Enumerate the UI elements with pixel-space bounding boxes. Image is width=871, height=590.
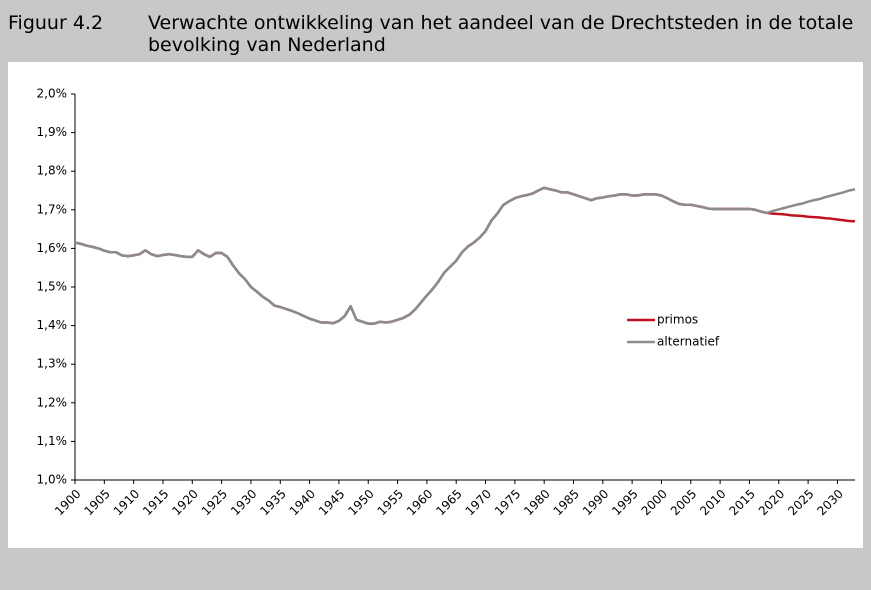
y-tick-label: 1,1%: [37, 434, 68, 448]
y-tick-label: 1,5%: [37, 280, 68, 294]
y-tick-label: 1,4%: [37, 318, 68, 332]
y-tick-label: 1,0%: [37, 473, 68, 487]
y-tick-label: 1,3%: [37, 357, 68, 371]
plot-panel: [8, 62, 863, 548]
y-tick-label: 1,8%: [37, 164, 68, 178]
y-tick-label: 1,2%: [37, 395, 68, 409]
series-line: [74, 186, 856, 325]
figure-title: Verwachte ontwikkeling van het aandeel v…: [148, 12, 854, 56]
legend-label: primos: [657, 313, 698, 327]
y-tick-label: 2,0%: [37, 87, 68, 101]
y-tick-label: 1,6%: [37, 241, 68, 255]
legend-label: alternatief: [657, 335, 720, 349]
y-tick-label: 1,9%: [37, 125, 68, 139]
y-tick-label: 1,7%: [37, 202, 68, 216]
figure-label: Figuur 4.2: [8, 12, 104, 34]
